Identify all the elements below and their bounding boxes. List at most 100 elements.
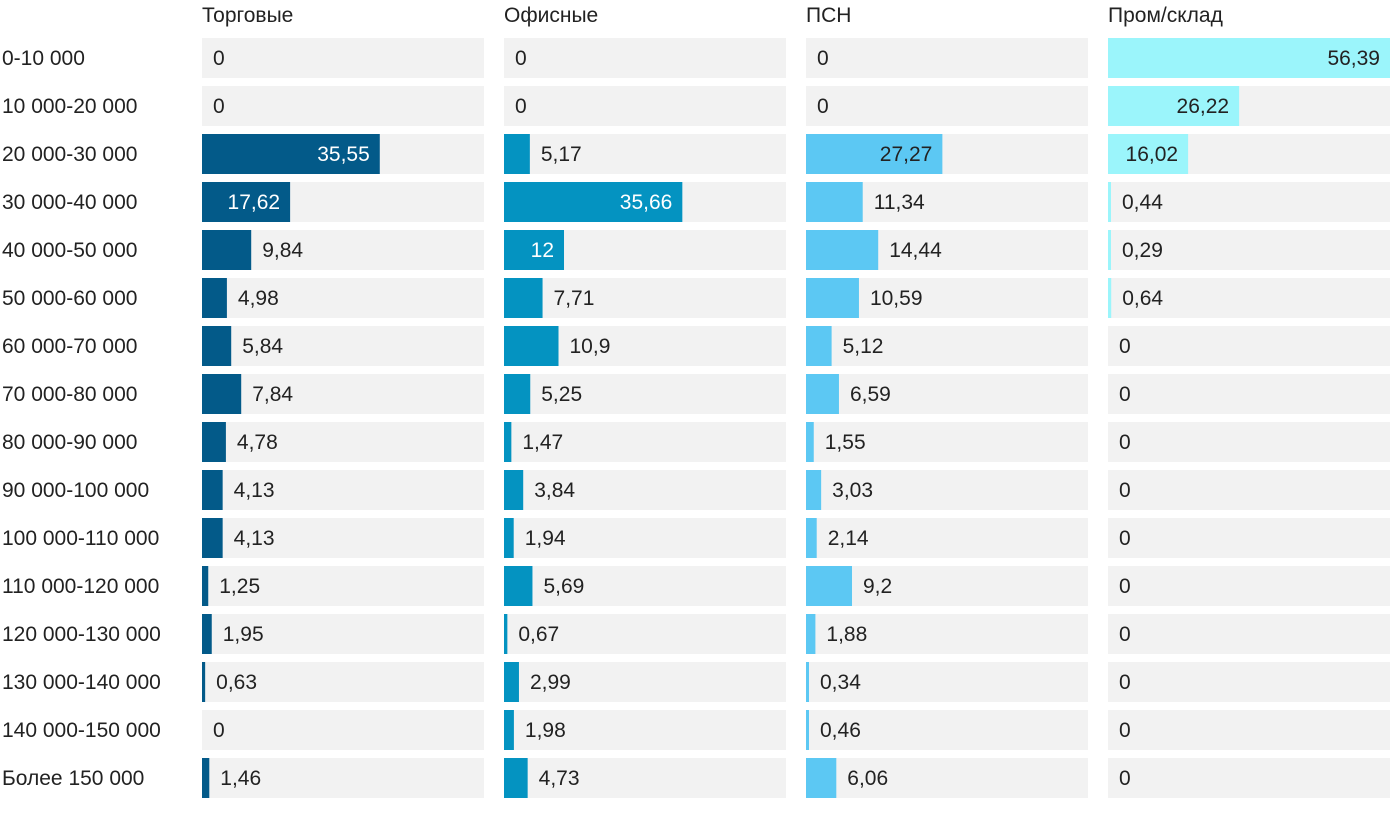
bar [806, 230, 879, 270]
bar [806, 134, 943, 174]
value-label: 0 [213, 47, 225, 70]
bar [1108, 278, 1112, 318]
category-label: 140 000-150 000 [2, 719, 161, 742]
bar-track [806, 86, 1088, 126]
value-label: 2,99 [530, 671, 571, 694]
bar-track [806, 758, 1088, 798]
value-label: 0 [213, 95, 225, 118]
bar [504, 470, 524, 510]
bar [202, 278, 227, 318]
bar-track [806, 614, 1088, 654]
bar [504, 662, 519, 702]
bar-track [806, 470, 1088, 510]
bar-track [806, 566, 1088, 606]
bar-track [806, 422, 1088, 462]
bar-track [504, 710, 786, 750]
value-label: 5,17 [541, 143, 582, 166]
bar [1108, 86, 1240, 126]
value-label: 4,98 [238, 287, 279, 310]
value-label: 4,78 [237, 431, 278, 454]
bar-track [504, 566, 786, 606]
bar [1108, 182, 1111, 222]
value-label: 11,34 [874, 191, 925, 214]
bar-track [202, 710, 484, 750]
bar-track [202, 518, 484, 558]
value-label: 9,2 [863, 575, 892, 598]
category-label: 60 000-70 000 [2, 335, 137, 358]
series-header: Пром/склад [1108, 4, 1223, 27]
bar [1108, 38, 1390, 78]
bar-track [202, 278, 484, 318]
bar [504, 326, 559, 366]
bar-track [504, 662, 786, 702]
category-label: 80 000-90 000 [2, 431, 137, 454]
value-label: 1,94 [525, 527, 566, 550]
value-label: 0,64 [1122, 287, 1163, 310]
bar-track [504, 134, 786, 174]
category-label: 110 000-120 000 [2, 575, 159, 598]
bar [202, 134, 380, 174]
bar-track [202, 326, 484, 366]
bar [806, 278, 859, 318]
bar [202, 614, 212, 654]
bar-track [806, 518, 1088, 558]
bar [806, 710, 809, 750]
value-label: 4,13 [234, 479, 275, 502]
bar-track [1108, 470, 1390, 510]
value-label: 0,63 [216, 671, 257, 694]
bar [504, 230, 565, 270]
value-label: 1,98 [525, 719, 566, 742]
bar [504, 614, 508, 654]
bar-track [504, 374, 786, 414]
bar [202, 422, 226, 462]
bar [806, 374, 839, 414]
bar [806, 758, 837, 798]
bar [504, 134, 530, 174]
value-label: 17,62 [228, 191, 281, 214]
value-label: 14,44 [889, 239, 942, 262]
value-label: 5,25 [541, 383, 582, 406]
bar [806, 422, 814, 462]
bar-track [806, 374, 1088, 414]
bar [806, 326, 832, 366]
value-label: 7,71 [554, 287, 595, 310]
bar-track [202, 614, 484, 654]
bar-track [1108, 662, 1390, 702]
value-label: 0 [515, 47, 527, 70]
value-label: 0 [1119, 623, 1131, 646]
bar [202, 662, 206, 702]
bar [202, 566, 209, 606]
bar [504, 710, 514, 750]
bar-track [504, 278, 786, 318]
bar-track [1108, 710, 1390, 750]
value-label: 0,34 [820, 671, 861, 694]
bar-track [1108, 230, 1390, 270]
value-label: 10,9 [570, 335, 611, 358]
bar [202, 470, 223, 510]
bar [202, 374, 242, 414]
category-label: 40 000-50 000 [2, 239, 137, 262]
category-label: 10 000-20 000 [2, 95, 137, 118]
value-label: 1,88 [826, 623, 867, 646]
bar-track [504, 86, 786, 126]
bar-track [806, 38, 1088, 78]
bar-track [202, 374, 484, 414]
bar [202, 182, 291, 222]
bar-track [1108, 422, 1390, 462]
value-label: 5,12 [843, 335, 884, 358]
bar [1108, 230, 1111, 270]
value-label: 27,27 [880, 143, 933, 166]
value-label: 0 [1119, 335, 1131, 358]
value-label: 26,22 [1177, 95, 1230, 118]
bar [202, 518, 223, 558]
bar-track [1108, 278, 1390, 318]
value-label: 3,84 [534, 479, 575, 502]
value-label: 0 [1119, 719, 1131, 742]
bar [504, 422, 512, 462]
value-label: 1,47 [522, 431, 563, 454]
bar-track [1108, 182, 1390, 222]
value-label: 0 [1119, 431, 1131, 454]
bar-track [504, 470, 786, 510]
value-label: 0 [515, 95, 527, 118]
